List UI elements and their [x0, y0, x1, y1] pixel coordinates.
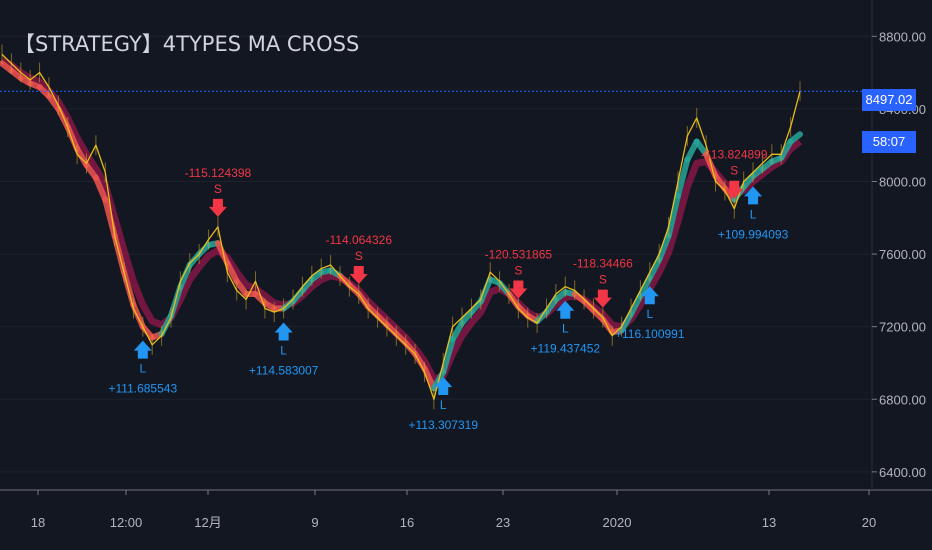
ma-fast-segment	[646, 256, 663, 281]
trade-profit-label: -113.824899	[701, 148, 768, 162]
trade-profit-label: +116.100991	[615, 327, 685, 341]
x-tick-label: 18	[31, 515, 45, 530]
ma-fast-segment	[421, 365, 437, 392]
x-tick-label: 13	[762, 515, 776, 530]
ma-fast-segment	[92, 174, 109, 203]
trade-profit-label: +113.307319	[408, 418, 478, 432]
x-tick-label: 9	[311, 515, 318, 530]
x-axis: 18 12:00 12月 9 16 23 2020 13 20	[31, 490, 876, 530]
y-tick-label: 8000.00	[879, 174, 926, 189]
long-label: L	[139, 362, 146, 376]
x-tick-label: 2020	[603, 515, 632, 530]
price-series	[1, 44, 801, 410]
long-label: L	[750, 207, 757, 221]
ma-fast-segment	[628, 292, 644, 317]
x-tick-label: 12:00	[110, 515, 143, 530]
long-arrow-icon	[744, 186, 763, 205]
ma-fast-segment	[440, 336, 456, 376]
long-label: L	[646, 307, 653, 321]
ma-fast-segment	[102, 196, 118, 239]
trade-profit-label: +111.685543	[109, 382, 178, 396]
trade-profit-label: -118.34466	[573, 257, 633, 271]
x-tick-label: 23	[496, 515, 510, 530]
long-arrow-icon	[640, 286, 659, 305]
long-arrow-icon	[133, 340, 152, 359]
ma-fast-segment	[665, 193, 681, 239]
ma-slow-series	[0, 56, 803, 383]
short-arrow-icon	[593, 289, 612, 308]
price-line	[1, 53, 801, 400]
ma-fast-segment	[177, 261, 193, 290]
y-tick-label: 7600.00	[879, 247, 926, 262]
short-arrow-icon	[725, 180, 744, 199]
long-arrow-icon	[556, 300, 575, 319]
ma-fast-segment	[656, 232, 672, 263]
ma-fast-segment	[449, 320, 466, 343]
y-tick-label: 6800.00	[879, 392, 926, 407]
x-tick-label: 20	[862, 515, 876, 530]
trade-profit-label: +114.583007	[249, 364, 319, 378]
ma-fast-segment	[477, 276, 494, 305]
countdown-tag: 58:07	[862, 131, 916, 153]
trade-profit-label: -115.124398	[185, 166, 252, 180]
long-label: L	[440, 398, 447, 412]
ma-fast-segment	[224, 260, 240, 285]
trade-profit-label: -114.064326	[325, 233, 392, 247]
ma-fast-segment	[778, 138, 794, 161]
x-tick-label: 16	[400, 515, 414, 530]
ma-fast-segment	[637, 274, 653, 299]
ma-fast-segment	[618, 310, 635, 334]
trade-profit-label: -120.531865	[485, 248, 553, 262]
short-arrow-icon	[349, 266, 368, 284]
long-label: L	[280, 344, 287, 358]
ma-fast-segment	[214, 240, 231, 267]
long-arrow-icon	[274, 322, 293, 341]
long-label: L	[562, 322, 569, 336]
x-tick-label: 12月	[194, 515, 221, 530]
y-tick-label: 8800.00	[879, 29, 926, 44]
y-tick-label: 7200.00	[879, 320, 926, 335]
short-label: S	[355, 249, 363, 263]
current-price-tag: 8497.02	[862, 89, 916, 111]
ma-slow-line	[0, 56, 803, 383]
short-label: S	[599, 273, 607, 287]
ma-fast-segment	[787, 131, 803, 145]
ma-fast-segment	[674, 156, 691, 199]
trade-markers: L +111.685543 S -115.124398 L +114.583007 S -11…	[109, 148, 789, 432]
short-arrow-icon	[208, 198, 227, 217]
y-tick-label: 6400.00	[879, 465, 926, 480]
trade-profit-label: +119.437452	[531, 342, 601, 356]
short-label: S	[514, 264, 522, 278]
ma-fast-segment	[684, 138, 700, 163]
ma-fast-segment	[158, 312, 174, 337]
y-axis: 8800.008400.008000.007600.007200.006800.…	[871, 0, 926, 490]
long-arrow-icon	[434, 376, 453, 395]
short-arrow-icon	[509, 280, 528, 299]
trade-profit-label: +109.994093	[718, 227, 789, 241]
chart-title: 【STRATEGY】4TYPES MA CROSS	[14, 32, 360, 56]
short-label: S	[730, 164, 738, 178]
short-label: S	[214, 182, 222, 196]
